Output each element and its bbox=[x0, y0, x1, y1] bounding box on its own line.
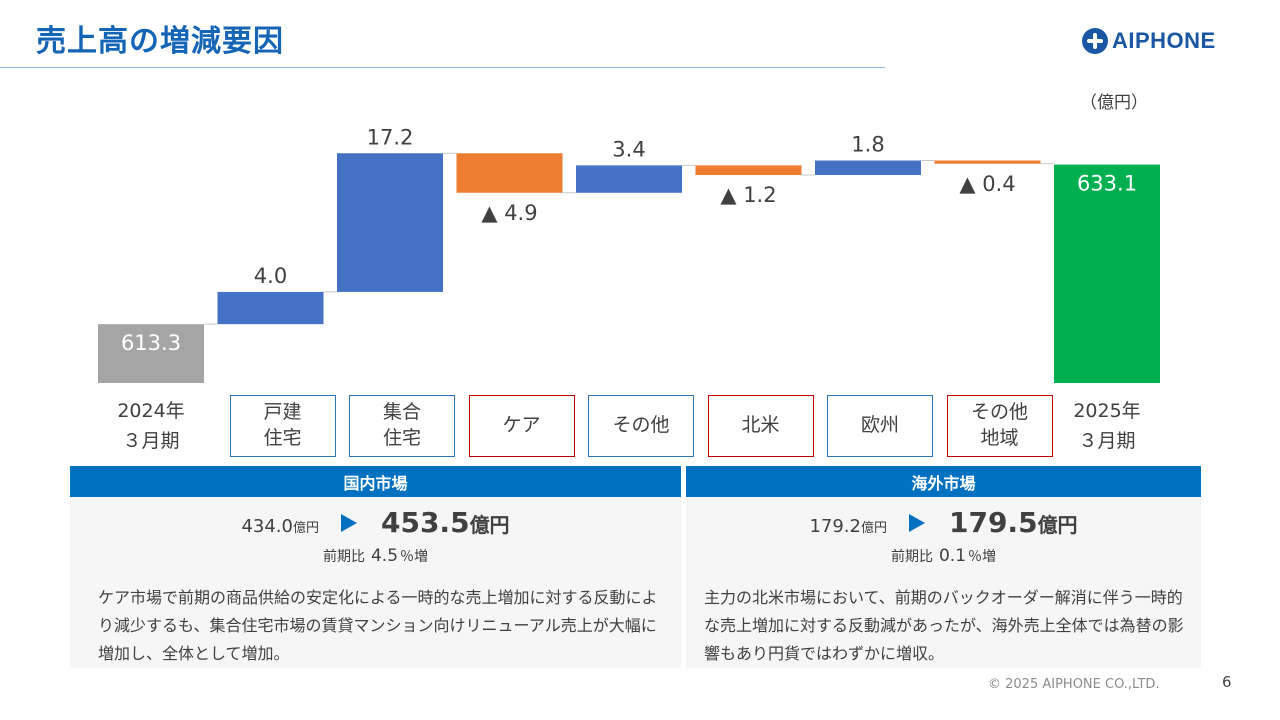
overseas-curr-unit: 億円 bbox=[1037, 513, 1078, 537]
waterfall-bar bbox=[337, 153, 443, 292]
logo-text: AIPHONE bbox=[1112, 28, 1216, 53]
overseas-yoy-suffix: ％増 bbox=[968, 549, 997, 565]
overseas-yoy: 前期比 0.1 ％増 bbox=[686, 546, 1201, 566]
waterfall-bar bbox=[456, 153, 563, 193]
logo-mark-icon bbox=[1082, 28, 1108, 54]
data-label: 613.3 bbox=[121, 331, 181, 355]
data-label: 3.4 bbox=[612, 137, 645, 161]
overseas-panel-header: 海外市場 bbox=[686, 466, 1201, 497]
category-label: 欧州 bbox=[827, 395, 933, 457]
domestic-panel-header: 国内市場 bbox=[70, 466, 681, 497]
waterfall-bar bbox=[576, 165, 682, 193]
right-arrow-icon bbox=[908, 513, 925, 532]
data-label: 17.2 bbox=[367, 125, 414, 149]
overseas-curr-value: 179.5 bbox=[948, 506, 1038, 539]
company-logo: AIPHONE bbox=[1082, 28, 1216, 54]
overseas-prev-unit: 億円 bbox=[860, 521, 887, 536]
waterfall-bar bbox=[815, 160, 921, 176]
overseas-yoy-label: 前期比 bbox=[890, 549, 933, 565]
title-divider bbox=[0, 67, 885, 68]
category-label: その他 地域 bbox=[946, 395, 1053, 457]
data-label: 1.8 bbox=[851, 133, 884, 157]
unit-label: （億円） bbox=[1080, 93, 1148, 113]
page-title: 売上高の増減要因 bbox=[36, 24, 284, 59]
overseas-sales-flow: 179.2 億円 179.5 億円 bbox=[686, 506, 1201, 539]
domestic-description: ケア市場で前期の商品供給の安定化による一時的な売上増加に対する反動により減少する… bbox=[98, 588, 658, 663]
waterfall-bar bbox=[1054, 164, 1160, 383]
waterfall-bar bbox=[934, 160, 1041, 164]
right-arrow-icon bbox=[340, 513, 357, 532]
category-label: 2025年 ３月期 bbox=[1073, 400, 1141, 453]
waterfall-bar bbox=[98, 324, 204, 383]
category-label: その他 bbox=[588, 395, 694, 457]
overseas-description: 主力の北米市場において、前期のバックオーダー解消に伴う一時的な売上増加に対する反… bbox=[704, 588, 1184, 663]
domestic-prev-unit: 億円 bbox=[292, 521, 319, 536]
category-label: 2024年 ３月期 bbox=[117, 400, 185, 453]
page-number: 6 bbox=[1222, 673, 1232, 691]
overseas-yoy-value: 0.1 bbox=[938, 546, 967, 566]
domestic-panel: 国内市場 434.0 億円 453.5 億円 前期比 4.5 ％増 ケア市場で前期の… bbox=[70, 466, 681, 668]
data-label: 633.1 bbox=[1077, 172, 1137, 196]
category-label: 戸建 住宅 bbox=[229, 395, 336, 457]
waterfall-bar bbox=[695, 165, 802, 176]
data-label: ▲ 1.2 bbox=[720, 183, 776, 207]
copyright: © 2025 AIPHONE CO.,LTD. bbox=[988, 677, 1160, 692]
data-label: 4.0 bbox=[254, 264, 287, 288]
domestic-yoy: 前期比 4.5 ％増 bbox=[70, 546, 681, 566]
domestic-yoy-value: 4.5 bbox=[370, 546, 399, 566]
domestic-curr-unit: 億円 bbox=[469, 513, 510, 537]
overseas-panel: 海外市場 179.2 億円 179.5 億円 前期比 0.1 ％増 主力の北米市場に… bbox=[686, 466, 1201, 668]
category-label: ケア bbox=[468, 395, 575, 457]
waterfall-chart: 613.3 4.0 17.2 ▲ 4.9 3.4 ▲ 1.2 1.8 ▲ 0.4 633.1 bbox=[98, 125, 1160, 383]
domestic-sales-flow: 434.0 億円 453.5 億円 bbox=[70, 506, 681, 539]
data-label: ▲ 0.4 bbox=[959, 172, 1015, 196]
domestic-curr-value: 453.5 bbox=[380, 506, 470, 539]
category-label: 北米 bbox=[707, 395, 814, 457]
domestic-yoy-label: 前期比 bbox=[322, 549, 365, 565]
data-label: ▲ 4.9 bbox=[481, 201, 537, 225]
overseas-prev-value: 179.2 bbox=[809, 516, 861, 537]
domestic-prev-value: 434.0 bbox=[241, 516, 293, 537]
category-label: 集合 住宅 bbox=[349, 395, 455, 457]
waterfall-bar bbox=[217, 291, 324, 325]
domestic-yoy-suffix: ％増 bbox=[400, 549, 429, 565]
